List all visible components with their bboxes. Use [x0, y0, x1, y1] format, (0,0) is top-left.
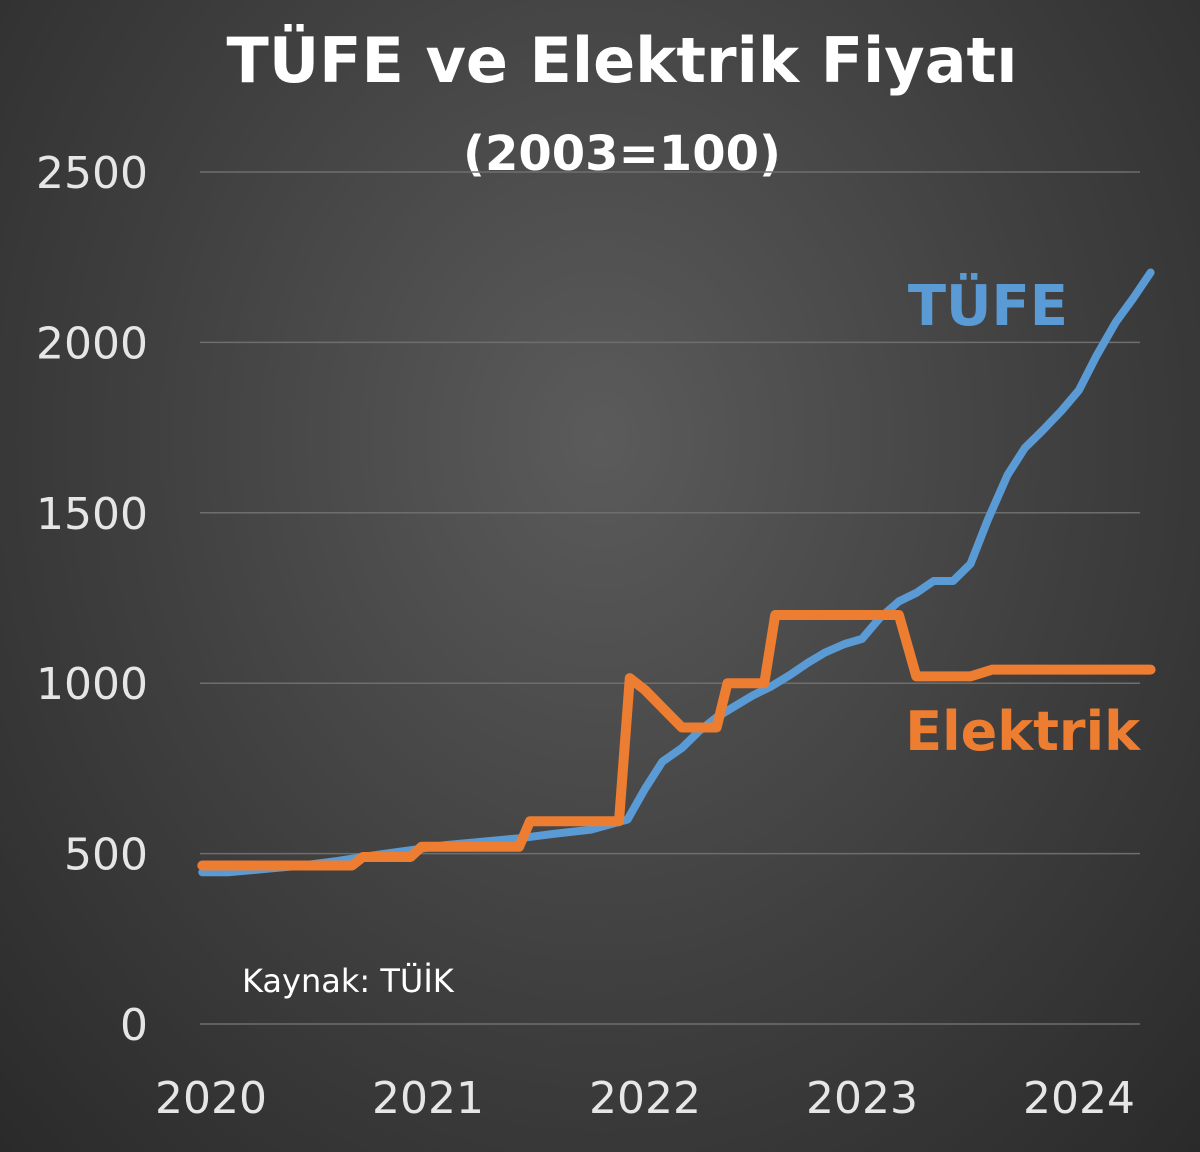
x-tick-label: 2020 — [155, 1073, 267, 1124]
y-tick-label: 2500 — [36, 148, 148, 199]
x-tick-label: 2022 — [589, 1073, 701, 1124]
chart-subtitle: (2003=100) — [463, 126, 781, 182]
source-note: Kaynak: TÜİK — [242, 962, 455, 1000]
y-axis-ticks: 0 500 1000 1500 2000 2500 — [36, 148, 148, 1051]
series-line-elektrik — [197, 610, 1156, 871]
series-label-elektrik: Elektrik — [905, 700, 1141, 763]
y-tick-label: 2000 — [36, 318, 148, 369]
x-tick-label: 2024 — [1023, 1073, 1135, 1124]
series-label-tufe: TÜFE — [908, 274, 1068, 339]
y-tick-label: 1000 — [36, 659, 148, 710]
y-tick-label: 1500 — [36, 489, 148, 540]
gridlines — [200, 171, 1140, 1025]
x-tick-label: 2023 — [806, 1073, 918, 1124]
series-lines — [197, 268, 1156, 877]
chart-title: TÜFE ve Elektrik Fiyatı — [227, 24, 1018, 97]
x-axis-ticks: 2020 2021 2022 2023 2024 — [155, 1073, 1135, 1124]
y-tick-label: 0 — [120, 1000, 148, 1051]
y-tick-label: 500 — [64, 830, 148, 881]
series-line-tufe — [198, 268, 1155, 877]
x-tick-label: 2021 — [372, 1073, 484, 1124]
